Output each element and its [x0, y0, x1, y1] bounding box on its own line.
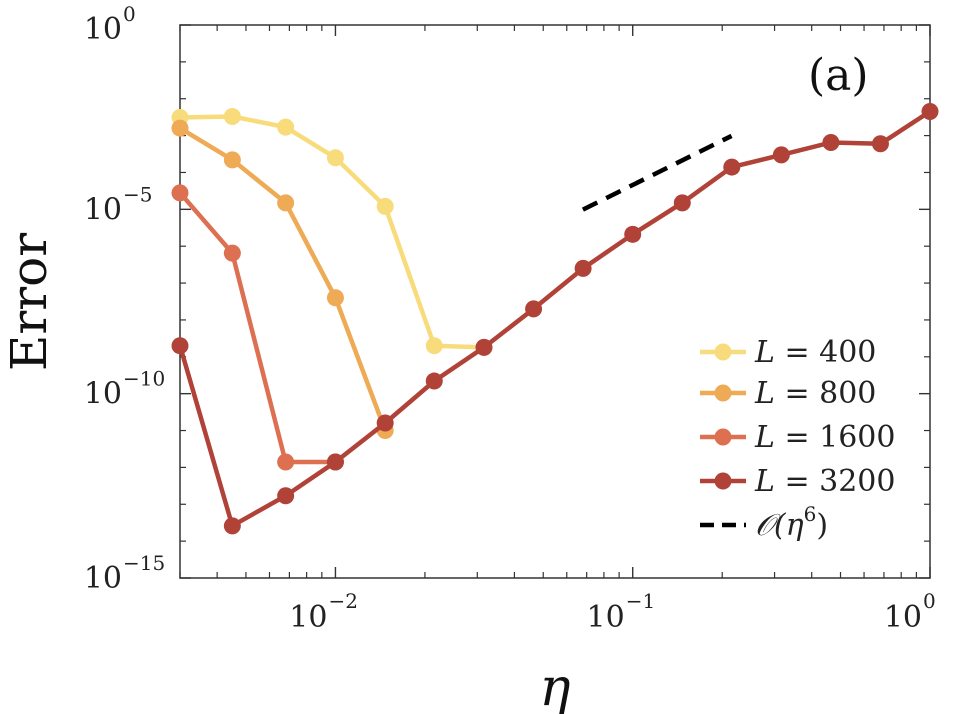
y-tick-base: 10: [84, 192, 122, 227]
y-tick-label: 10 −5: [84, 182, 153, 227]
legend-item: L = 3200: [700, 464, 895, 499]
legend-swatch-marker: [714, 428, 732, 446]
legend-swatch-marker: [714, 384, 732, 402]
data-point: [277, 453, 295, 471]
data-point: [624, 225, 642, 243]
y-tick-base: 10: [84, 377, 122, 412]
data-point: [772, 146, 790, 164]
y-tick-label: 10 −15: [84, 551, 165, 596]
reference-line-eta6: [581, 133, 733, 212]
data-point: [723, 158, 741, 176]
data-point: [326, 149, 344, 167]
x-tick-base: 10: [884, 600, 922, 635]
y-tick-base: 10: [84, 561, 122, 596]
y-axis-label: Error: [0, 233, 58, 371]
legend-item-reference: 𝒪(η6): [700, 502, 828, 543]
data-point: [673, 194, 691, 212]
series-3200: [171, 103, 939, 535]
data-point: [277, 487, 295, 505]
legend-label: L = 400: [754, 335, 876, 370]
y-tick-label: 10 0: [84, 2, 136, 47]
y-tick-label: 10 −10: [84, 367, 165, 412]
data-point: [171, 337, 189, 355]
x-tick-exponent: −2: [328, 589, 357, 613]
series-800: [171, 119, 394, 440]
x-tick-label: 10 0: [884, 589, 936, 635]
data-point: [871, 135, 889, 153]
data-point: [376, 414, 394, 432]
legend-swatch-marker: [714, 343, 732, 361]
data-point: [171, 184, 189, 202]
data-point: [277, 118, 295, 136]
x-tick-label: 10 −1: [587, 589, 656, 635]
data-point: [223, 244, 241, 262]
data-point: [277, 194, 295, 212]
series-400: [171, 107, 493, 356]
x-axis-label: η: [539, 658, 570, 714]
series-1600: [171, 184, 344, 471]
minor-ticks: [179, 25, 930, 578]
panel-label: (a): [808, 50, 869, 101]
legend-label-reference: 𝒪(η6): [755, 502, 828, 543]
data-point: [171, 119, 189, 137]
data-point: [376, 197, 394, 215]
data-point: [822, 133, 840, 151]
legend-item: L = 400: [700, 335, 876, 370]
legend-label: L = 1600: [754, 420, 895, 455]
data-point: [223, 517, 241, 535]
y-tick-exponent: −10: [123, 367, 165, 391]
data-point: [223, 107, 241, 125]
data-point: [223, 151, 241, 169]
legend-swatch-marker: [714, 472, 732, 490]
x-tick-base: 10: [587, 600, 625, 635]
y-tick-exponent: −5: [123, 182, 152, 206]
series-layer: [171, 103, 939, 535]
y-tick-exponent: 0: [123, 2, 136, 26]
data-point: [326, 453, 344, 471]
x-tick-exponent: −1: [626, 589, 655, 613]
legend-label: L = 3200: [754, 464, 895, 499]
legend-item: L = 800: [700, 376, 876, 411]
data-point: [326, 289, 344, 307]
data-point: [425, 337, 443, 355]
data-point: [574, 259, 592, 277]
x-tick-label: 10 −2: [289, 589, 358, 635]
legend-label: L = 800: [754, 376, 876, 411]
y-tick-exponent: −15: [123, 551, 165, 575]
data-point: [475, 338, 493, 356]
reference-line-layer: [581, 133, 733, 212]
legend-item: L = 1600: [700, 420, 895, 455]
major-ticks: [180, 24, 931, 579]
x-tick-base: 10: [289, 600, 327, 635]
y-tick-base: 10: [84, 12, 122, 47]
data-point: [921, 103, 939, 121]
x-tick-exponent: 0: [923, 589, 936, 613]
data-point: [425, 372, 443, 390]
x-tick-labels: 10 −2 10 −1 10 0: [289, 589, 935, 635]
series-line: [178, 191, 336, 465]
series-line: [177, 109, 932, 529]
plot-frame: [179, 24, 931, 579]
data-point: [525, 300, 543, 318]
